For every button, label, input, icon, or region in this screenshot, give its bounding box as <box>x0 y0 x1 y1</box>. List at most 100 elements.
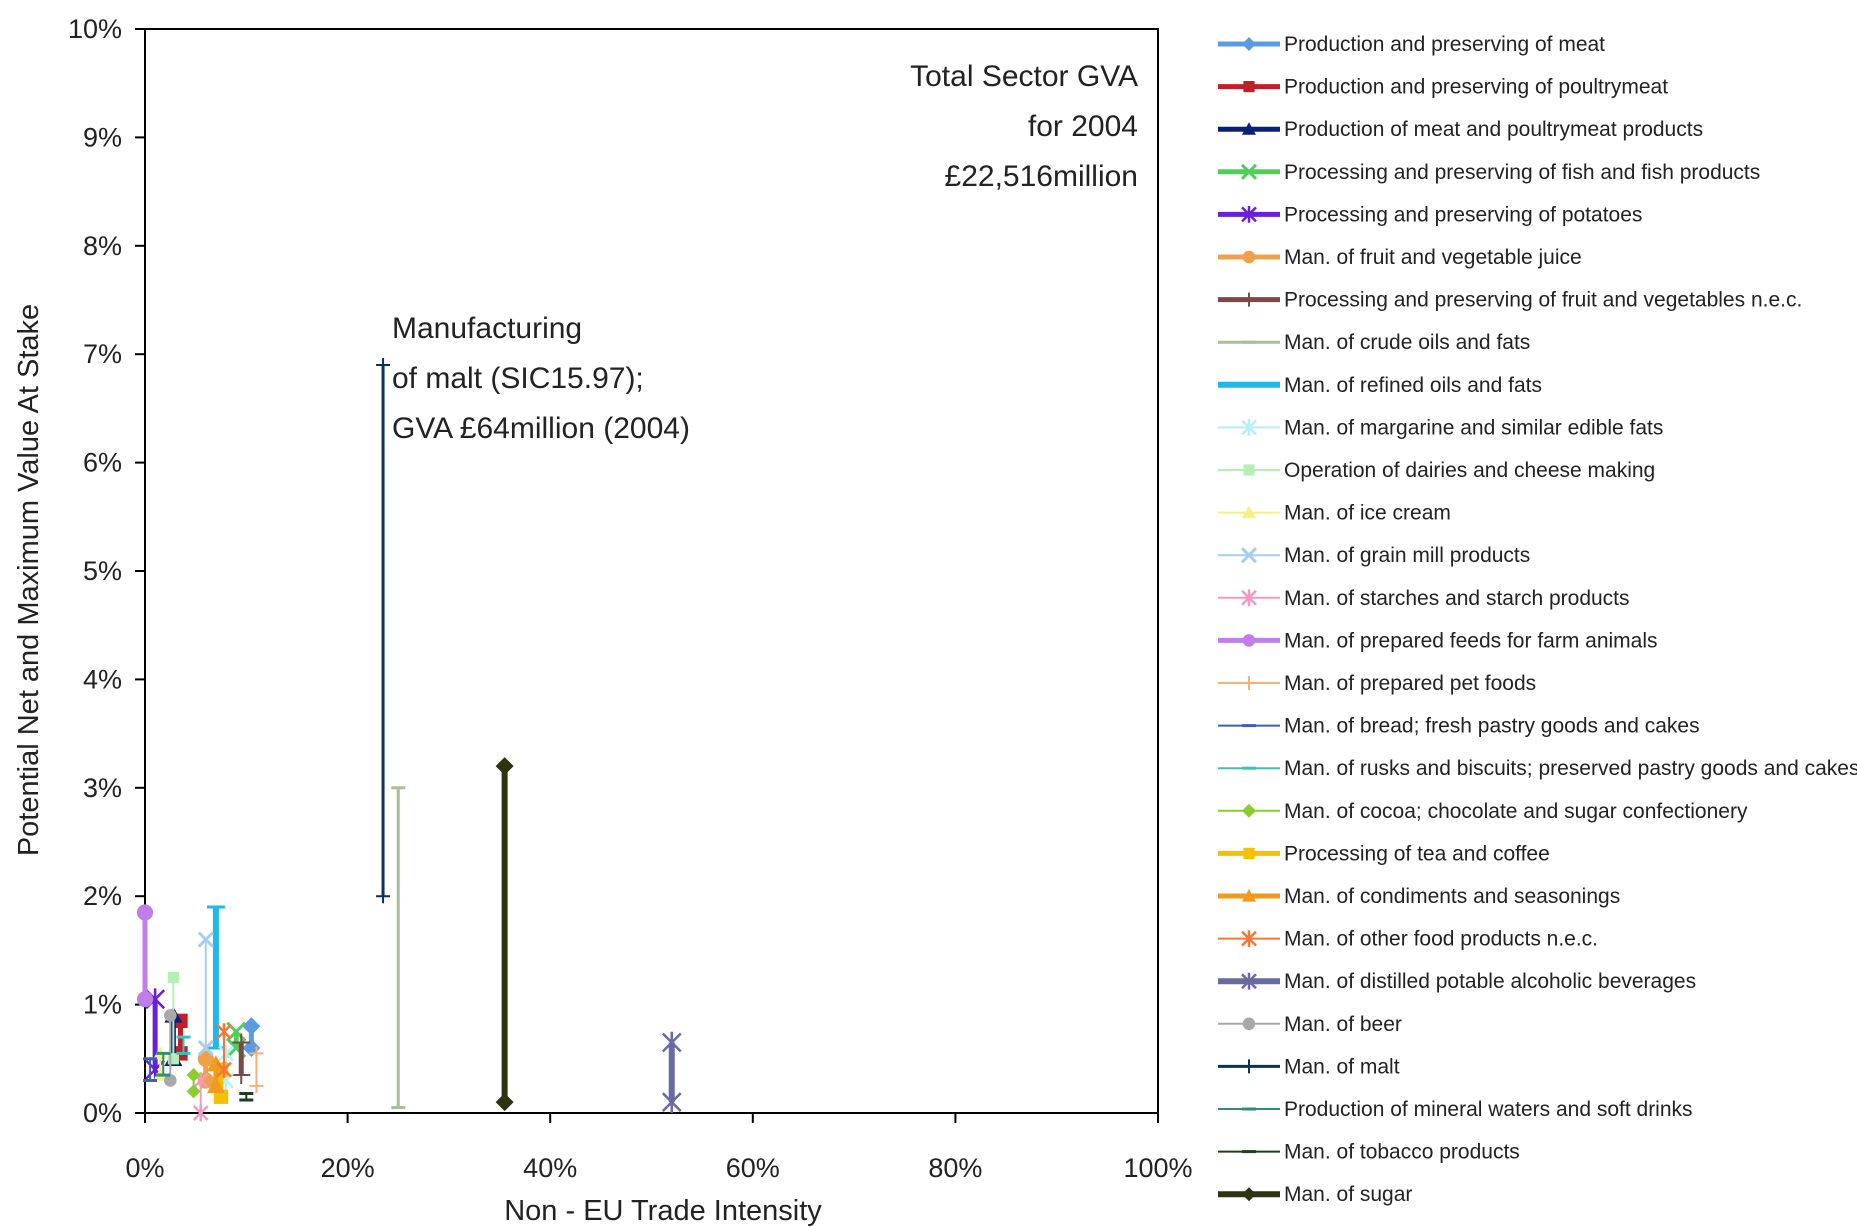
total-gva-line-2: for 2004 <box>1028 110 1138 143</box>
marker <box>1240 163 1258 180</box>
marker <box>1243 847 1255 859</box>
series-layer <box>136 358 682 1122</box>
legend-item: Production and preserving of poultrymeat <box>1218 76 1668 99</box>
legend-label: Man. of beer <box>1284 1013 1402 1036</box>
legend-label: Production of meat and poultrymeat produ… <box>1284 118 1703 141</box>
legend-label: Man. of grain mill products <box>1284 544 1530 567</box>
marker <box>1243 81 1255 93</box>
marker <box>136 991 154 1008</box>
series-23 <box>661 1031 682 1113</box>
x-axis-title: Non - EU Trade Intensity <box>504 1195 822 1227</box>
legend-item: Processing and preserving of fish and fi… <box>1218 161 1760 184</box>
legend-item: Operation of dairies and cheese making <box>1218 459 1655 482</box>
legend-label: Processing of tea and coffee <box>1284 842 1550 865</box>
malt-annotation-line-1: Manufacturing <box>392 312 582 345</box>
y-axis-title: Potential Net and Maximum Value At Stake <box>13 304 45 856</box>
marker <box>1242 1059 1256 1074</box>
y-tick-label: 6% <box>83 448 122 478</box>
legend-label: Operation of dairies and cheese making <box>1284 459 1655 482</box>
legend-label: Man. of prepared feeds for farm animals <box>1284 629 1658 652</box>
y-tick-label: 8% <box>83 231 122 261</box>
total-gva-line-1: Total Sector GVA <box>910 60 1138 93</box>
legend-label: Man. of fruit and vegetable juice <box>1284 246 1582 269</box>
marker <box>661 1031 682 1054</box>
legend-item: Man. of sugar <box>1218 1183 1412 1206</box>
marker <box>1242 676 1256 690</box>
marker <box>1240 547 1258 564</box>
legend-item: Man. of malt <box>1218 1055 1400 1078</box>
series-18 <box>176 1035 191 1055</box>
legend-item: Man. of tobacco products <box>1218 1141 1520 1164</box>
series-25 <box>376 358 391 904</box>
marker <box>1241 972 1257 990</box>
x-tick-label: 100% <box>1123 1153 1192 1183</box>
marker <box>1242 505 1256 519</box>
marker <box>192 1104 209 1122</box>
malt-annotation-line-2: of malt (SIC15.97); <box>392 362 644 395</box>
legend-item: Processing of tea and coffee <box>1218 842 1550 865</box>
legend-item: Production and preserving of meat <box>1218 33 1605 56</box>
legend-item: Production of meat and poultrymeat produ… <box>1218 118 1703 141</box>
legend-label: Man. of ice cream <box>1284 502 1451 525</box>
legend-label: Production and preserving of poultrymeat <box>1284 76 1668 99</box>
series-9 <box>206 905 225 1050</box>
series-16 <box>249 1046 264 1093</box>
marker <box>661 1091 682 1113</box>
legend-item: Man. of distilled potable alcoholic beve… <box>1218 970 1696 993</box>
x-axis-ticks: 0% 20% 40% 60% 80% 100% <box>125 1113 1193 1183</box>
legend-item: Processing and preserving of potatoes <box>1218 203 1642 226</box>
series-8 <box>391 786 406 1110</box>
marker <box>232 1066 251 1085</box>
legend-label: Processing and preserving of potatoes <box>1284 203 1642 226</box>
legend-item: Man. of other food products n.e.c. <box>1218 928 1598 951</box>
marker <box>495 1093 514 1112</box>
malt-annotation-line-3: GVA £64million (2004) <box>392 412 690 445</box>
marker <box>1242 803 1256 818</box>
y-tick-label: 2% <box>83 881 122 911</box>
y-tick-label: 3% <box>83 773 122 803</box>
marker <box>1242 250 1256 264</box>
marker <box>206 1076 225 1094</box>
legend-label: Man. of tobacco products <box>1284 1141 1520 1164</box>
marker <box>213 1089 229 1104</box>
legend-label: Man. of other food products n.e.c. <box>1284 928 1598 951</box>
marker <box>1242 122 1256 135</box>
marker <box>186 1084 201 1099</box>
legend-item: Man. of fruit and vegetable juice <box>1218 246 1582 269</box>
series-26 <box>156 1051 171 1077</box>
legend-label: Man. of distilled potable alcoholic beve… <box>1284 970 1696 993</box>
marker <box>186 1068 201 1083</box>
marker <box>249 1078 264 1093</box>
legend-label: Man. of malt <box>1284 1055 1400 1078</box>
x-tick-label: 0% <box>125 1153 164 1183</box>
x-tick-label: 20% <box>321 1153 375 1183</box>
series-27 <box>239 1091 254 1102</box>
series-15 <box>136 904 154 1008</box>
marker <box>167 1053 179 1065</box>
marker <box>216 1061 232 1079</box>
marker <box>249 1046 264 1061</box>
malt-annotation: Manufacturing of malt (SIC15.97); GVA £6… <box>392 312 690 445</box>
marker <box>1241 206 1257 223</box>
legend-item: Man. of rusks and biscuits; preserved pa… <box>1218 757 1857 780</box>
legend-item: Production of mineral waters and soft dr… <box>1218 1098 1693 1121</box>
marker <box>197 1050 214 1067</box>
marker <box>1243 464 1255 476</box>
legend-item: Man. of grain mill products <box>1218 544 1530 567</box>
marker <box>1242 1017 1256 1031</box>
y-tick-label: 7% <box>83 339 122 369</box>
legend-label: Man. of condiments and seasonings <box>1284 885 1620 908</box>
marker <box>1242 37 1256 51</box>
series-24 <box>164 1009 177 1087</box>
legend-label: Man. of crude oils and fats <box>1284 331 1530 354</box>
x-tick-label: 40% <box>523 1153 577 1183</box>
legend-label: Man. of bread; fresh pastry goods and ca… <box>1284 715 1700 738</box>
marker <box>1241 589 1257 607</box>
marker <box>1242 292 1256 307</box>
legend-label: Man. of sugar <box>1284 1183 1412 1206</box>
marker <box>1241 930 1257 947</box>
y-tick-label: 1% <box>83 990 122 1020</box>
x-tick-label: 80% <box>928 1153 982 1183</box>
legend-label: Man. of margarine and similar edible fat… <box>1284 416 1663 439</box>
